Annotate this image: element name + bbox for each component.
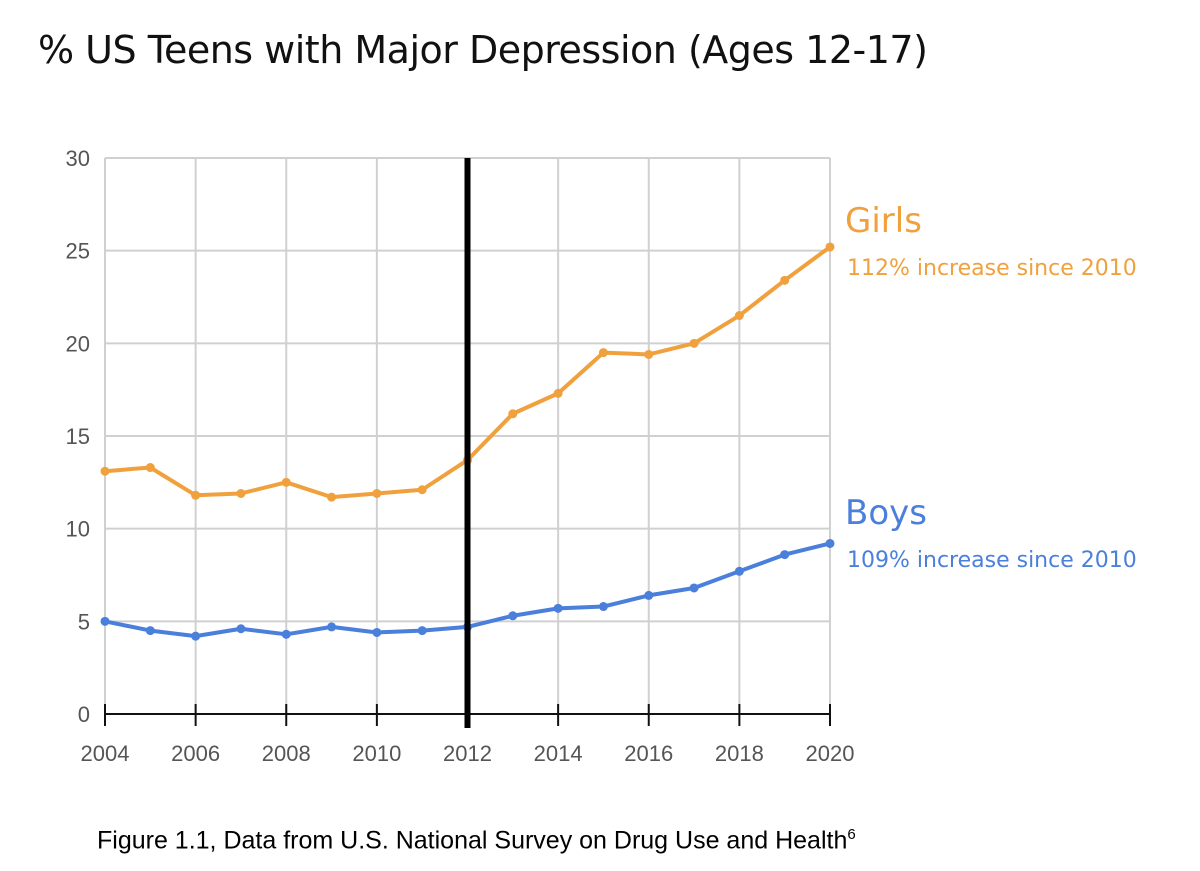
legend-label-boys: Boys — [845, 493, 927, 533]
data-point-boys — [508, 611, 518, 621]
data-point-girls — [734, 311, 744, 321]
data-point-girls — [825, 242, 835, 252]
x-tick-label: 2014 — [534, 741, 583, 766]
data-point-boys — [780, 550, 790, 560]
y-tick-label: 25 — [66, 239, 90, 264]
data-point-girls — [644, 349, 654, 359]
y-tick-label: 15 — [66, 424, 90, 449]
data-point-boys — [417, 626, 427, 636]
data-point-girls — [553, 388, 563, 398]
data-point-girls — [508, 409, 518, 419]
data-point-girls — [372, 488, 382, 498]
y-tick-label: 30 — [66, 146, 90, 171]
legend-label-girls: Girls — [845, 201, 922, 241]
data-point-girls — [327, 492, 337, 502]
chart-title: % US Teens with Major Depression (Ages 1… — [38, 28, 928, 72]
data-point-girls — [236, 488, 246, 498]
data-point-girls — [191, 490, 201, 500]
data-point-boys — [689, 583, 699, 593]
data-point-boys — [100, 616, 110, 626]
data-point-girls — [145, 463, 155, 473]
x-tick-label: 2010 — [352, 741, 401, 766]
x-tick-label: 2016 — [624, 741, 673, 766]
data-point-girls — [598, 348, 608, 358]
data-point-boys — [372, 627, 382, 637]
data-point-girls — [100, 466, 110, 476]
data-point-boys — [734, 566, 744, 576]
x-tick-label: 2004 — [81, 741, 130, 766]
data-point-boys — [191, 631, 201, 641]
data-point-boys — [236, 624, 246, 634]
y-tick-label: 5 — [78, 609, 90, 634]
data-point-boys — [598, 602, 608, 612]
x-tick-label: 2006 — [171, 741, 220, 766]
data-point-girls — [689, 338, 699, 348]
y-tick-label: 0 — [78, 702, 90, 727]
figure-caption: Figure 1.1, Data from U.S. National Surv… — [97, 826, 856, 855]
x-tick-label: 2020 — [806, 741, 855, 766]
data-point-girls — [281, 477, 291, 487]
y-tick-label: 10 — [66, 517, 90, 542]
data-point-boys — [553, 603, 563, 613]
annotation-boys: 109% increase since 2010 — [847, 548, 1137, 573]
x-tick-label: 2012 — [443, 741, 492, 766]
caption-text: Figure 1.1, Data from U.S. National Surv… — [97, 826, 848, 855]
caption-footnote: 6 — [847, 826, 856, 843]
data-point-boys — [145, 626, 155, 636]
data-point-boys — [281, 629, 291, 639]
x-tick-label: 2008 — [262, 741, 311, 766]
data-point-girls — [780, 275, 790, 285]
data-point-boys — [644, 590, 654, 600]
data-point-boys — [825, 538, 835, 548]
y-tick-label: 20 — [66, 331, 90, 356]
data-point-girls — [417, 485, 427, 495]
x-tick-label: 2018 — [715, 741, 764, 766]
data-point-boys — [327, 622, 337, 632]
annotation-girls: 112% increase since 2010 — [847, 256, 1137, 281]
